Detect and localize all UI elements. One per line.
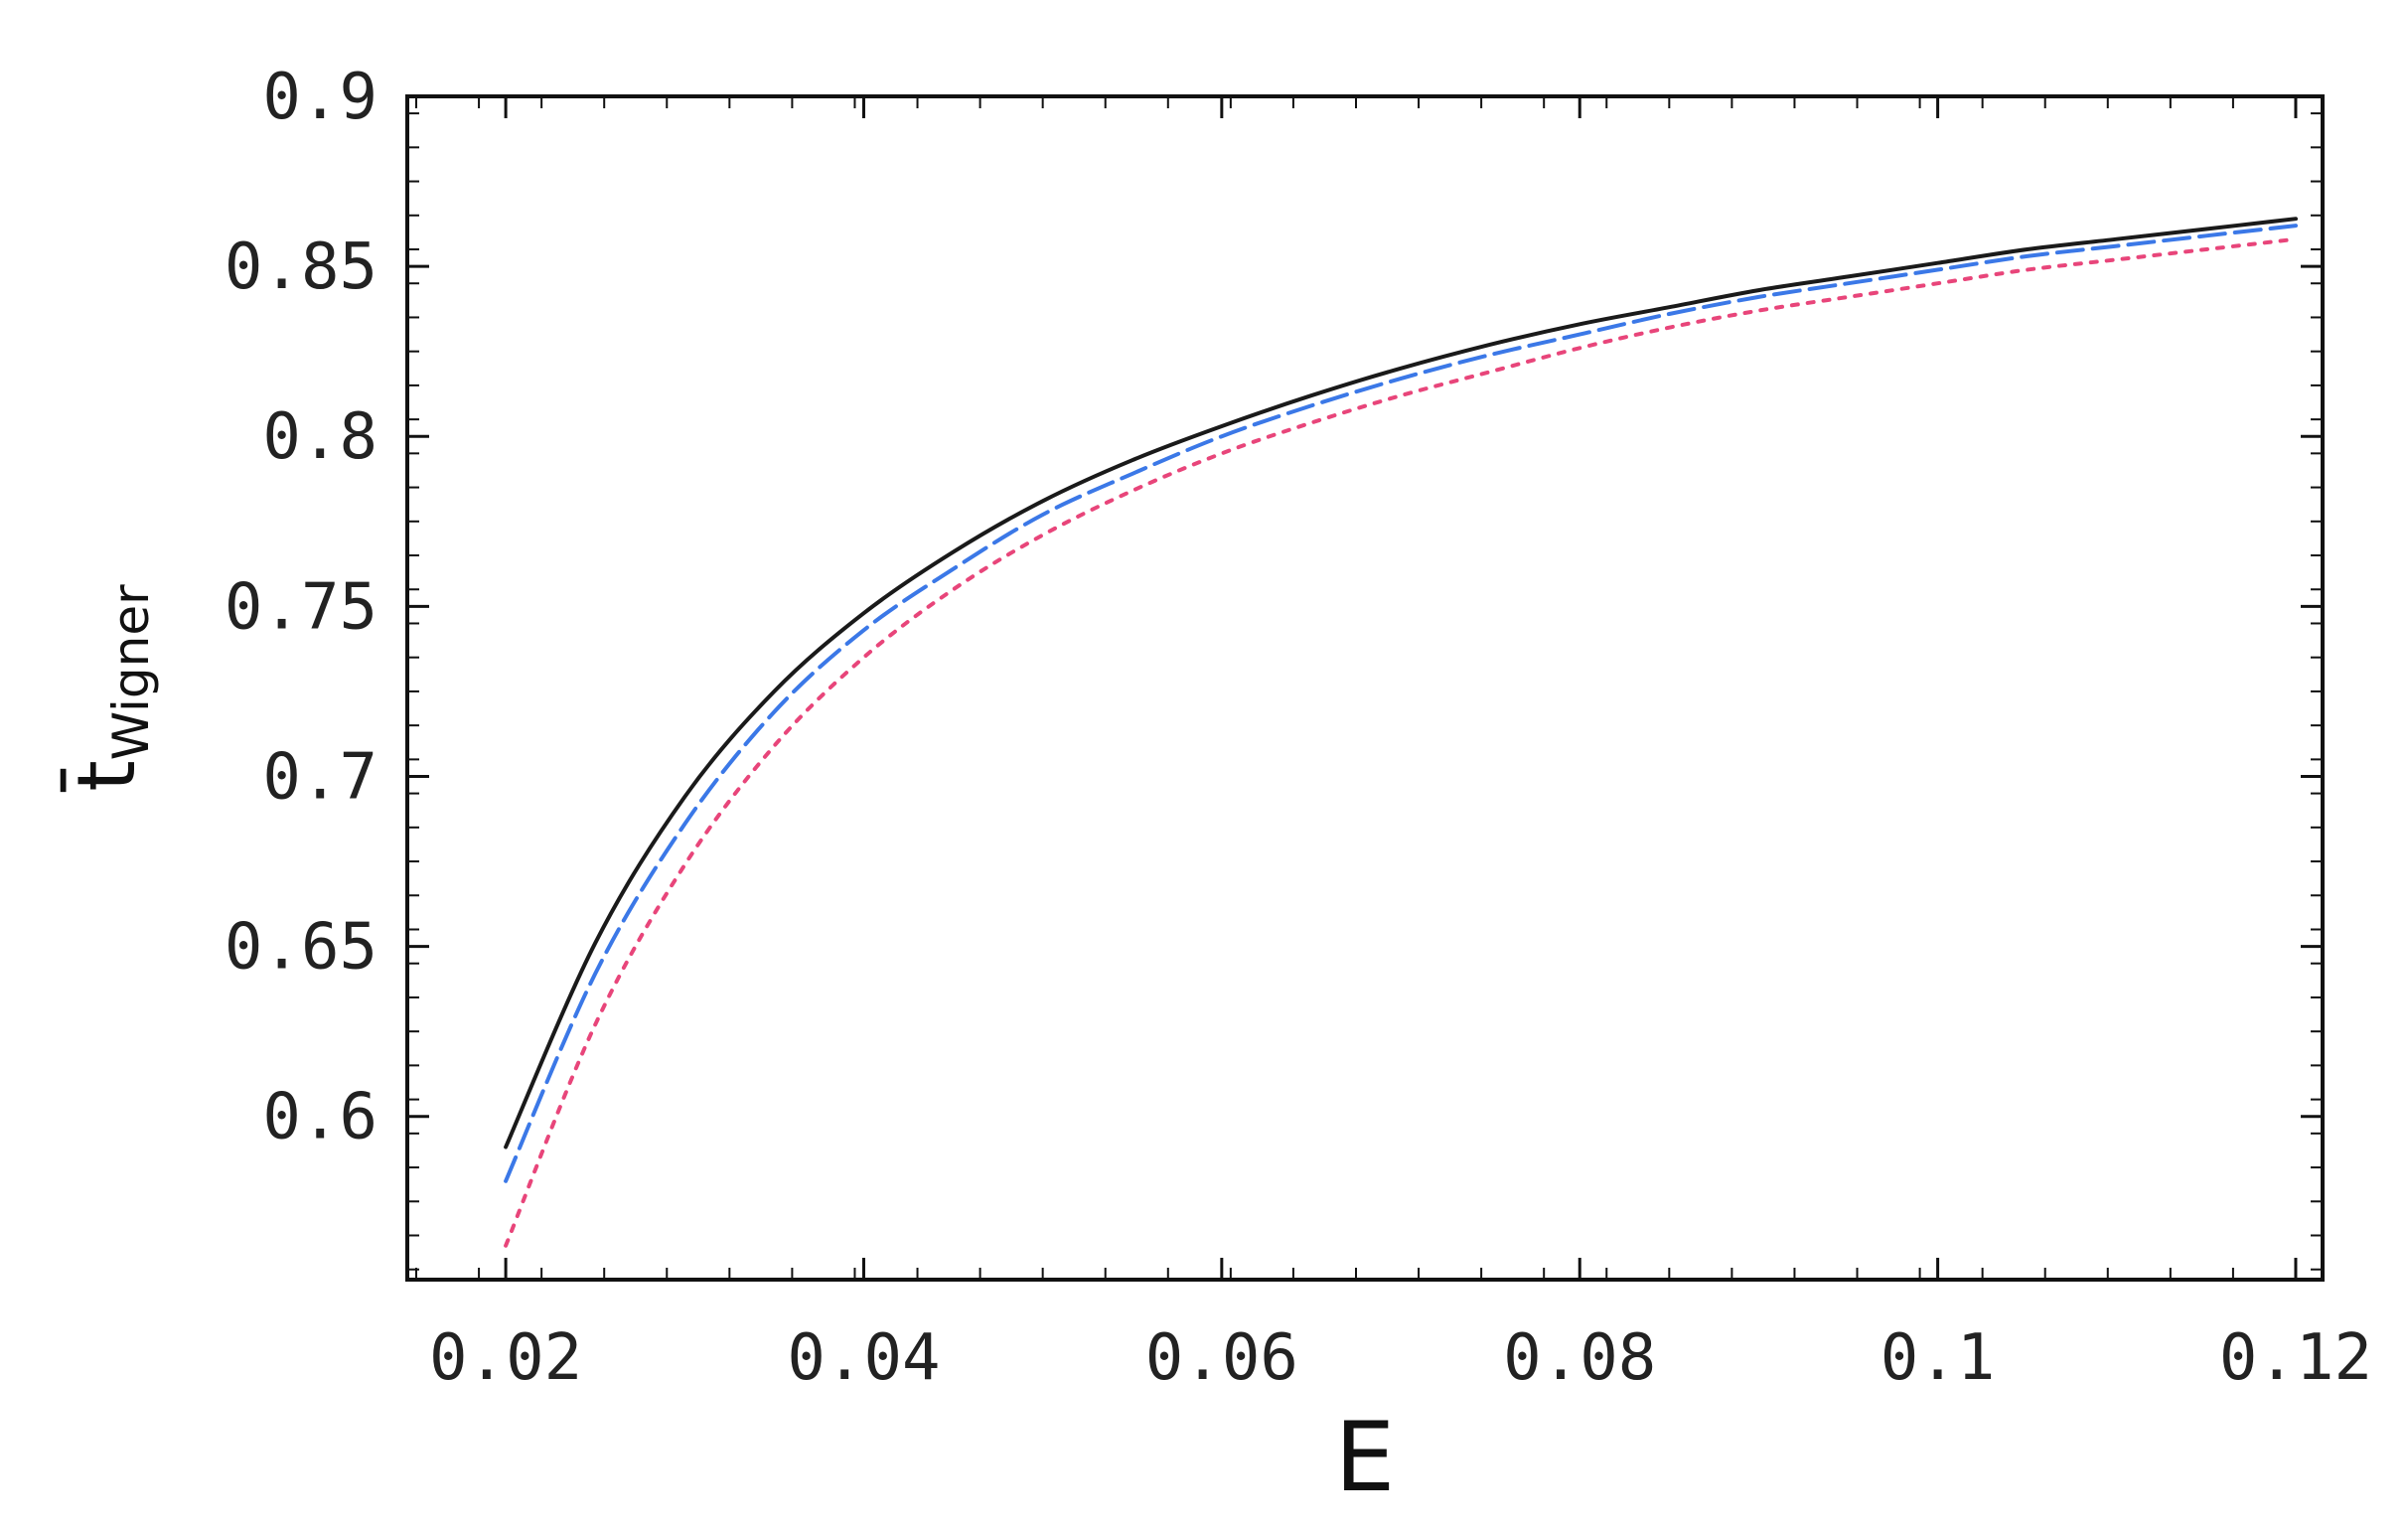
y-tick-label: 0.65 bbox=[225, 911, 377, 985]
y-axis-label-sub: Wigner bbox=[102, 584, 160, 760]
y-tick-label: 0.85 bbox=[225, 230, 377, 304]
x-tick-label: 0.1 bbox=[1881, 1321, 1996, 1395]
y-tick-label: 0.7 bbox=[262, 740, 377, 814]
y-tick-label: 0.8 bbox=[262, 400, 377, 474]
series-line-dashed bbox=[504, 224, 2298, 1183]
plot-frame bbox=[405, 94, 2325, 1282]
y-tick-label: 0.9 bbox=[262, 61, 377, 134]
x-tick-label: 0.12 bbox=[2219, 1321, 2372, 1395]
series-line-dotted bbox=[504, 236, 2298, 1248]
x-tick-label: 0.04 bbox=[787, 1321, 940, 1395]
y-tick-label: 0.6 bbox=[262, 1081, 377, 1154]
series-line-solid bbox=[504, 217, 2298, 1149]
x-axis-label: E bbox=[1335, 1402, 1396, 1513]
y-axis-label: t̄Wigner bbox=[60, 584, 160, 793]
x-tick-label: 0.06 bbox=[1145, 1321, 1298, 1395]
tick-labels: 0.02 0.04 0.06 0.08 0.1 0.12 0.6 0.65 0.7 0.75 0.8… bbox=[225, 61, 2372, 1395]
x-tick-label: 0.08 bbox=[1503, 1321, 1656, 1395]
y-tick-label: 0.75 bbox=[225, 570, 377, 644]
y-axis-label-main: t̄ bbox=[60, 760, 153, 792]
series-layer bbox=[504, 217, 2298, 1248]
x-tick-label: 0.02 bbox=[429, 1321, 582, 1395]
